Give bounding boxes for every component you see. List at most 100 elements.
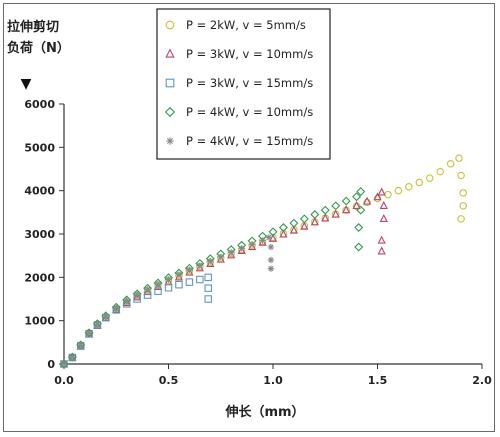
data-point xyxy=(59,359,69,369)
data-point xyxy=(113,304,120,312)
legend-marker xyxy=(165,78,175,88)
data-point xyxy=(356,205,366,215)
data-point xyxy=(186,266,193,274)
data-point xyxy=(207,258,214,265)
data-point xyxy=(405,183,413,191)
data-point xyxy=(204,284,212,292)
data-point xyxy=(299,214,309,224)
data-point xyxy=(457,215,465,223)
data-point xyxy=(248,241,256,248)
legend-entry: P = 3kW, v = 15mm/s xyxy=(165,76,313,90)
data-point xyxy=(341,196,351,206)
data-point xyxy=(278,223,288,232)
data-point xyxy=(384,190,392,199)
series-3 xyxy=(60,273,212,368)
data-point xyxy=(362,196,372,205)
data-point xyxy=(267,243,275,251)
y-axis-label-line-1: 拉伸剪切 xyxy=(7,19,59,35)
data-point xyxy=(459,202,467,210)
data-point xyxy=(154,281,162,288)
data-point xyxy=(425,174,434,182)
series-4 xyxy=(59,187,366,369)
y-tick-label: 6000 xyxy=(24,98,55,111)
data-point xyxy=(185,278,194,286)
data-point xyxy=(165,276,172,283)
data-point xyxy=(238,245,245,252)
x-tick-label: 1.0 xyxy=(263,374,283,387)
y-axis-label-line-2: 负荷（N） xyxy=(7,40,70,56)
data-point xyxy=(363,198,371,207)
y-tick-label: 5000 xyxy=(24,141,55,154)
data-point xyxy=(102,313,109,320)
data-point xyxy=(459,189,467,197)
data-point xyxy=(377,235,386,244)
data-point xyxy=(94,321,101,328)
data-point xyxy=(289,225,298,234)
series-2 xyxy=(59,187,388,368)
data-point xyxy=(267,256,275,264)
data-point xyxy=(342,205,351,214)
data-point xyxy=(373,192,382,201)
data-point xyxy=(268,233,278,242)
data-point xyxy=(196,275,204,284)
series-5 xyxy=(60,234,275,368)
data-point xyxy=(204,273,212,282)
data-point xyxy=(373,194,382,203)
data-point xyxy=(217,253,224,261)
data-point xyxy=(310,210,320,219)
x-axis-label: 伸长（mm） xyxy=(224,404,304,420)
data-point xyxy=(356,187,366,197)
legend-label: P = 3kW, v = 15mm/s xyxy=(186,76,313,90)
y-tick-label: 0 xyxy=(47,358,55,371)
data-point xyxy=(123,297,130,304)
data-point xyxy=(175,280,183,289)
data-point xyxy=(133,291,141,298)
data-point xyxy=(265,234,273,241)
data-point xyxy=(204,295,212,303)
data-point xyxy=(279,229,288,238)
legend-entry: P = 3kW, v = 10mm/s xyxy=(165,47,313,61)
data-point xyxy=(331,201,341,211)
data-point xyxy=(310,217,319,226)
y-axis-arrow: ▼ xyxy=(21,76,32,92)
legend-entry: P = 2kW, v = 5mm/s xyxy=(165,18,306,32)
data-point xyxy=(267,265,275,272)
data-point xyxy=(320,205,330,215)
y-tick-label: 4000 xyxy=(24,185,55,198)
data-points xyxy=(59,154,467,369)
legend-entry: P = 4kW, v = 15mm/s xyxy=(166,134,313,148)
series-1 xyxy=(60,154,467,368)
data-point xyxy=(144,286,151,293)
data-point xyxy=(154,287,162,295)
legend-marker xyxy=(164,106,176,118)
x-tick-label: 0.5 xyxy=(159,374,179,387)
data-point xyxy=(377,246,386,255)
legend-label: P = 4kW, v = 15mm/s xyxy=(186,134,313,148)
data-point xyxy=(436,167,444,176)
y-tick-label: 1000 xyxy=(24,315,55,328)
data-point xyxy=(331,209,340,218)
y-tick-label: 2000 xyxy=(24,271,55,284)
data-point xyxy=(76,340,86,350)
data-point xyxy=(352,192,362,202)
data-point xyxy=(457,171,465,180)
data-point xyxy=(377,187,386,196)
data-point xyxy=(352,200,361,209)
data-point xyxy=(415,178,424,187)
legend-marker xyxy=(165,20,175,30)
legend-marker xyxy=(165,48,175,58)
data-point xyxy=(175,271,183,278)
data-point xyxy=(446,160,455,168)
data-point xyxy=(321,213,330,222)
x-tick-label: 1.5 xyxy=(368,374,388,387)
data-point xyxy=(354,242,364,252)
data-point xyxy=(268,227,278,237)
data-point xyxy=(259,237,266,244)
ticks: 0 1000 2000 3000 4000 5000 6000 0.0 0.5 1.0 1.5 2.0 xyxy=(24,98,492,387)
legend-entry: P = 4kW, v = 10mm/s xyxy=(164,105,313,119)
legend: P = 2kW, v = 5mm/s P = 3kW, v = 10mm/s P =… xyxy=(156,8,331,160)
data-point xyxy=(228,249,235,256)
x-tick-label: 2.0 xyxy=(472,374,492,387)
data-point xyxy=(379,213,388,222)
data-point xyxy=(394,186,403,195)
